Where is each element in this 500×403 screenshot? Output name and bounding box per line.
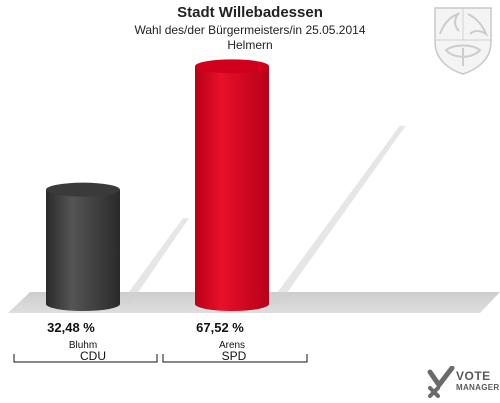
bar-shadow — [120, 218, 189, 304]
vote-manager-logo: VOTE MANAGER — [426, 365, 500, 398]
chart-title: Stadt Willebadessen — [177, 4, 323, 21]
party-bracket — [13, 354, 158, 363]
bar-arens — [195, 66, 269, 312]
bar-shadow — [269, 125, 406, 305]
logo-line-1: VOTE — [456, 369, 491, 383]
value-label: 32,48 % — [47, 320, 95, 335]
logo-line-2: MANAGER — [456, 383, 500, 392]
candidate-label: Arens — [219, 340, 245, 351]
chart-subtitle: Wahl des/der Bürgermeisters/in 25.05.201… — [134, 23, 366, 37]
bar-bluhm — [46, 189, 120, 311]
party-bracket — [162, 354, 308, 363]
party-label: SPD — [222, 349, 247, 363]
value-label: 67,52 % — [196, 320, 244, 335]
checkmark-icon — [427, 365, 455, 398]
coat-of-arms-icon — [434, 7, 492, 75]
chart-location: Helmern — [227, 38, 273, 52]
candidate-label: Bluhm — [69, 340, 97, 351]
bar-top — [195, 59, 269, 74]
party-label: CDU — [80, 349, 106, 363]
bar-top — [46, 182, 120, 197]
